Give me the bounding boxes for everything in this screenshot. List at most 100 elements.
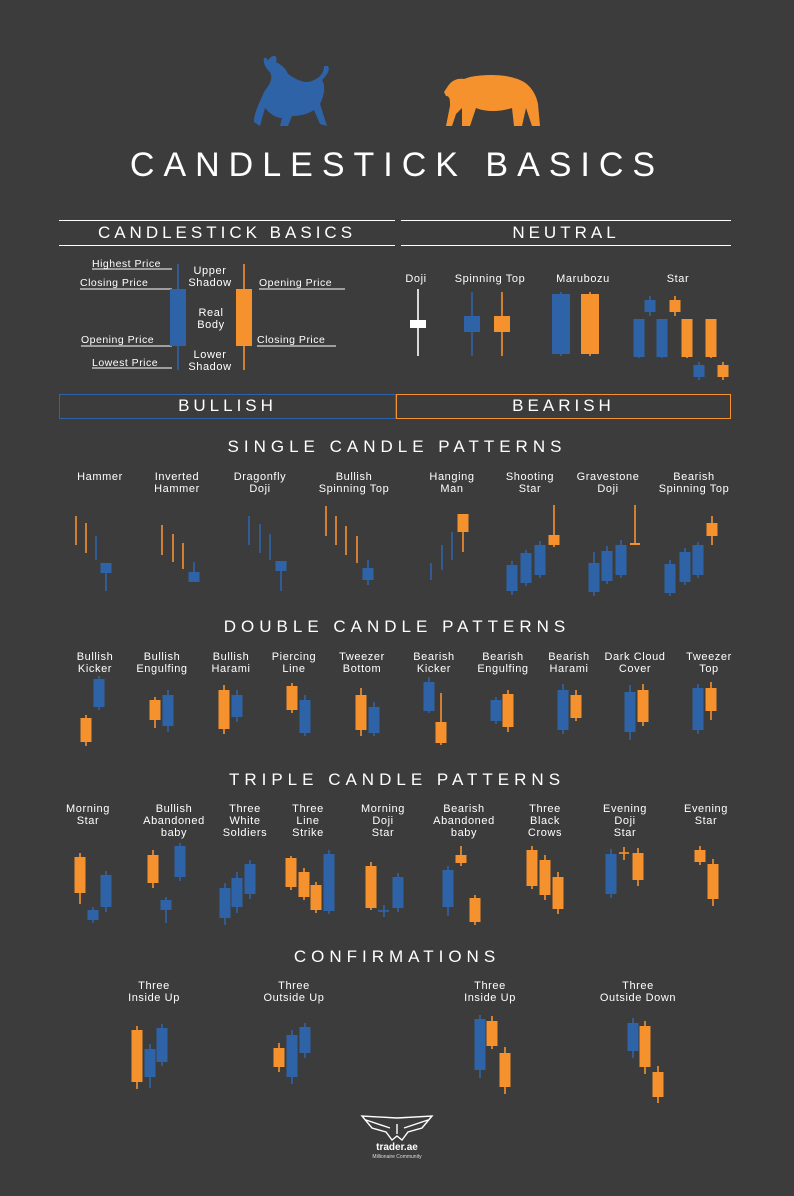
candle-66 xyxy=(286,1030,298,1084)
candle-24 xyxy=(299,695,311,736)
neutral-label-doji: Doji xyxy=(405,273,427,285)
bst-candle xyxy=(362,560,374,585)
candle-59 xyxy=(632,848,644,886)
candle-33 xyxy=(624,685,636,740)
candle-8 xyxy=(506,561,518,595)
candle-23 xyxy=(286,683,298,713)
bearish-box: BEARISH xyxy=(396,394,731,419)
candle-41 xyxy=(160,897,172,923)
upper-shadow-label: Upper Shadow xyxy=(188,265,232,289)
neutral-spinning-top-bear xyxy=(494,292,510,356)
candle-46 xyxy=(285,856,297,890)
triple-label-three-black-crows: Three Black Crows xyxy=(527,803,563,839)
neutral-label-star: Star xyxy=(666,273,690,285)
candle-64 xyxy=(156,1024,168,1066)
candle-71 xyxy=(627,1018,639,1058)
triple-label-evening-star: Evening Star xyxy=(684,803,728,827)
candle-29 xyxy=(490,697,502,724)
candle-61 xyxy=(707,859,719,906)
double-label-bullish-kicker: Bullish Kicker xyxy=(76,651,114,675)
triple-label-evening-doji-star: Evening Doji Star xyxy=(603,803,647,839)
candle-39 xyxy=(100,871,112,912)
confirm-title: CONFIRMATIONS xyxy=(293,947,501,966)
confirm-label-three-outside-down: Three Outside Down xyxy=(599,980,677,1004)
single-label-hammer: Hammer xyxy=(77,471,123,483)
inv-hammer-candle xyxy=(188,562,200,582)
candle-72 xyxy=(639,1021,651,1074)
basics-header: CANDLESTICK BASICS xyxy=(97,223,357,242)
single-label-shooting-star: Shooting Star xyxy=(505,471,555,495)
single-label-hanging-man: Hanging Man xyxy=(429,471,475,495)
triple-label-morning-star: Morning Star xyxy=(66,803,110,827)
candle-67 xyxy=(299,1023,311,1058)
single-label-bullish-spinning-top: Bullish Spinning Top xyxy=(318,471,390,495)
triple-label-bearish-abandoned-baby: Bearish Abandoned baby xyxy=(433,803,495,839)
brand-name: trader.ae xyxy=(376,1142,418,1153)
candle-35 xyxy=(692,684,704,734)
lower-shadow-label: Lower Shadow xyxy=(188,349,232,373)
hammer-candle xyxy=(100,563,112,591)
basics-bottom-line xyxy=(59,245,395,246)
candle-14 xyxy=(664,560,676,596)
candle-10 xyxy=(534,541,546,578)
anatomy-bear-candle xyxy=(236,264,252,370)
candle-18 xyxy=(93,676,105,710)
double-label-tweezer-top: Tweezer Top xyxy=(686,651,732,675)
candle-34 xyxy=(637,684,649,726)
double-label-piercing-line: Piercing Line xyxy=(271,651,317,675)
candle-6 xyxy=(705,319,717,358)
candle-40 xyxy=(147,850,159,888)
triple-label-three-line-strike: Three Line Strike xyxy=(292,803,324,839)
candle-50 xyxy=(365,862,377,910)
candle-1 xyxy=(644,296,656,316)
candle-28 xyxy=(435,693,447,745)
basics-top-line xyxy=(59,220,395,221)
neutral-marubozu-bear xyxy=(581,292,599,356)
confirm-label-three-outside-up: Three Outside Up xyxy=(263,980,325,1004)
page-title: CANDLESTICK BASICS xyxy=(129,146,665,184)
eagle-logo-icon xyxy=(360,1115,434,1141)
candle-62 xyxy=(131,1026,143,1089)
candle-37 xyxy=(74,853,86,904)
neutral-marubozu-bull xyxy=(552,292,570,356)
bullish-box: BULLISH xyxy=(59,394,396,419)
dragonfly-candle xyxy=(275,561,287,591)
bull-icon xyxy=(254,55,329,127)
neutral-spinning-top-bull xyxy=(464,292,480,356)
hanging-candle xyxy=(457,514,469,552)
candle-15 xyxy=(679,548,691,585)
single-label-dragonfly-doji: Dragonfly Doji xyxy=(233,471,287,495)
neutral-top-line xyxy=(401,220,731,221)
candle-17 xyxy=(80,715,92,746)
opening-price-left-label: Opening Price xyxy=(81,334,155,346)
double-title: DOUBLE CANDLE PATTERNS xyxy=(223,617,571,636)
triple-label-three-white-soldiers: Three White Soldiers xyxy=(222,803,268,839)
candle-69 xyxy=(486,1016,498,1049)
anatomy-bull-candle xyxy=(170,264,186,370)
candle-52 xyxy=(442,866,454,916)
candle-57 xyxy=(552,872,564,914)
candle-43 xyxy=(219,883,231,925)
double-label-bearish-engulfing: Bearish Engulfing xyxy=(477,651,529,675)
candle-13 xyxy=(615,540,627,578)
closing-price-left-label: Closing Price xyxy=(80,277,149,289)
brand-tagline: Millionaire Community xyxy=(372,1154,422,1160)
confirm-label-three-inside-up-2: Three Inside Up xyxy=(464,980,516,1004)
candle-42 xyxy=(174,843,186,881)
candle-36 xyxy=(705,682,717,720)
bear-st-candle xyxy=(706,516,718,545)
closing-price-right-label: Closing Price xyxy=(257,334,326,346)
candle-2 xyxy=(656,319,668,358)
neutral-bottom-line xyxy=(401,245,731,246)
candle-58 xyxy=(605,849,617,898)
candle-73 xyxy=(652,1066,664,1103)
candle-55 xyxy=(526,846,538,889)
candle-20 xyxy=(162,690,174,732)
neutral-label-marubozu: Marubozu xyxy=(556,273,610,285)
candle-27 xyxy=(423,677,435,713)
candle-32 xyxy=(570,690,582,721)
highest-price-label: Highest Price xyxy=(92,258,161,270)
neutral-doji xyxy=(410,289,426,356)
single-title: SINGLE CANDLE PATTERNS xyxy=(227,437,567,456)
